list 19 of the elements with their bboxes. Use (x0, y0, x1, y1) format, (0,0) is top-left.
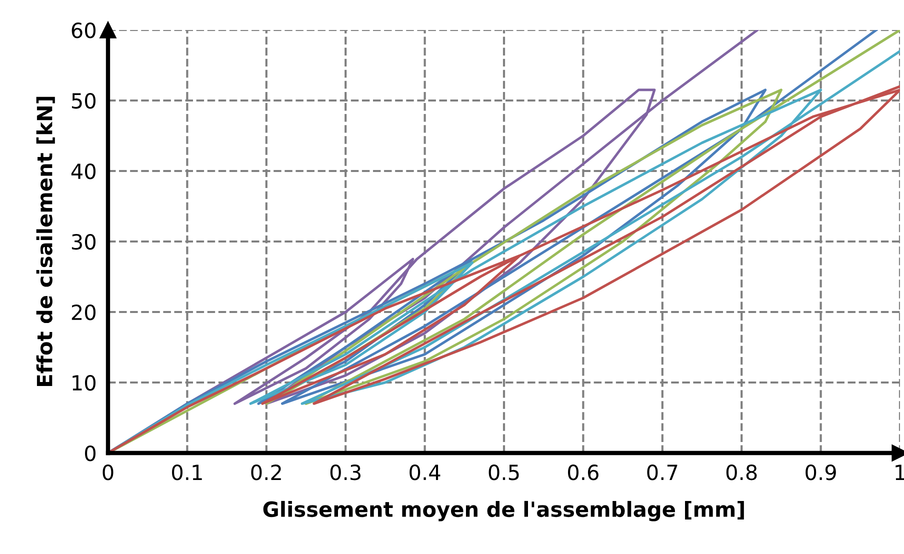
y-tick-label: 10 (72, 374, 96, 391)
x-tick-label: 0.6 (568, 464, 598, 480)
x-tick-label: 0.9 (806, 464, 836, 480)
y-tick-label: 30 (72, 234, 96, 250)
x-tick-label: 0.5 (488, 464, 519, 480)
x-tick-label: 0.4 (410, 464, 440, 480)
x-tick-label: 0.1 (172, 464, 202, 480)
y-tick-label: 20 (72, 304, 96, 320)
y-axis-title: Effot de cisailement [kN] (36, 96, 55, 386)
y-tick-label: 40 (71, 163, 96, 180)
y-tick-label: 0 (85, 445, 96, 462)
y-tick-label: 50 (72, 92, 96, 109)
y-tick-label: 60 (72, 22, 96, 38)
x-tick-label: 0.8 (726, 464, 757, 480)
x-tick-label: 0.7 (647, 464, 678, 480)
x-tick-label: 0.2 (251, 464, 281, 480)
x-tick-label: 0.3 (330, 464, 360, 480)
x-tick-label: 0 (102, 464, 114, 480)
x-axis-title: Glissement moyen de l'assemblage [mm] (263, 500, 744, 522)
